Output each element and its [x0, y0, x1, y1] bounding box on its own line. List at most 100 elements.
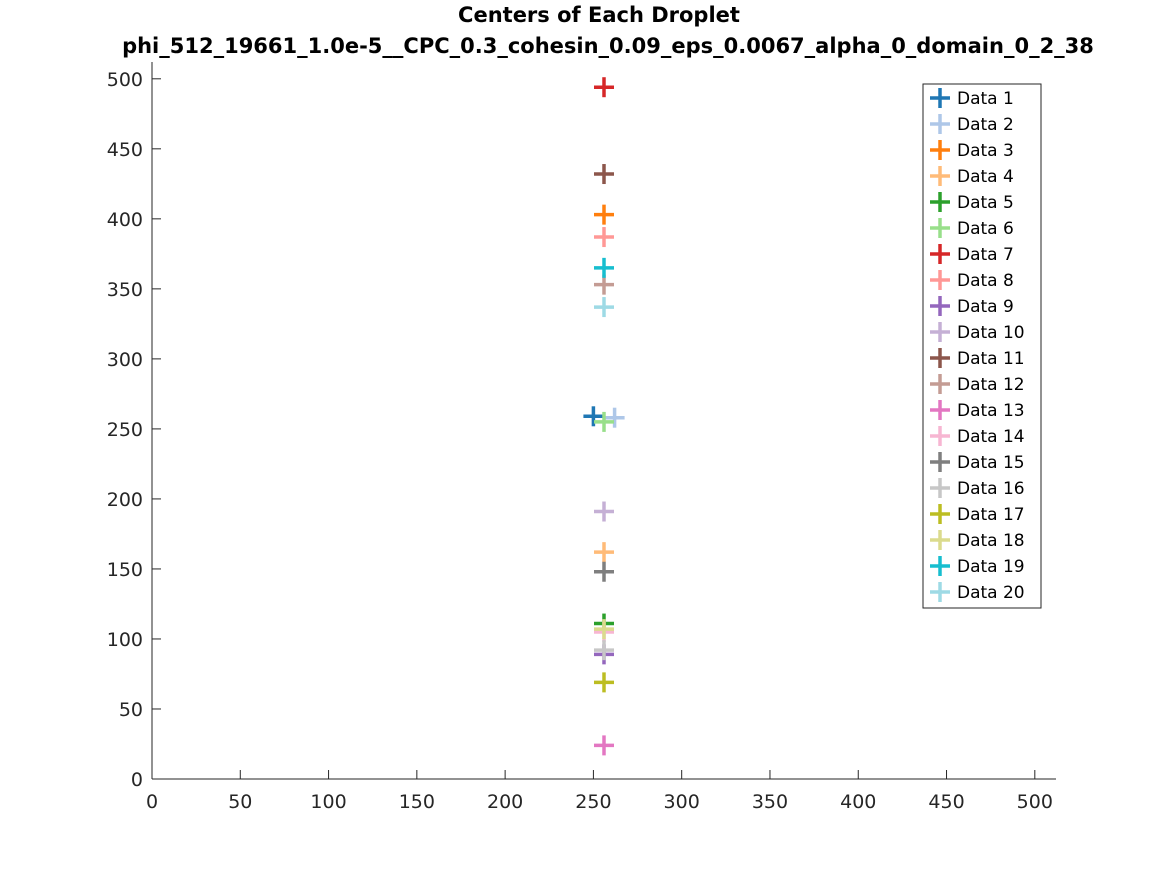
- data-point-1: [583, 406, 604, 427]
- data-point-7: [594, 77, 614, 98]
- data-point-11: [594, 164, 614, 185]
- x-tick-label: 400: [840, 791, 876, 813]
- legend-marker-1: [930, 88, 950, 108]
- legend-label-16: Data 16: [957, 479, 1025, 499]
- legend-entry-13[interactable]: Data 13: [930, 400, 1025, 421]
- legend-marker-10: [930, 322, 950, 342]
- legend-entry-1[interactable]: Data 1: [930, 88, 1014, 109]
- x-tick-label: 350: [752, 791, 788, 813]
- x-tick-label: 250: [575, 791, 611, 813]
- legend-entry-10[interactable]: Data 10: [930, 322, 1025, 343]
- legend-marker-12: [930, 374, 950, 394]
- legend-marker-4: [930, 166, 950, 186]
- legend-label-2: Data 2: [957, 115, 1014, 135]
- legend-entry-19[interactable]: Data 19: [930, 556, 1025, 577]
- legend-entry-3[interactable]: Data 3: [930, 140, 1014, 161]
- legend-label-12: Data 12: [957, 375, 1025, 395]
- data-point-19: [594, 257, 614, 278]
- data-point-4: [594, 542, 614, 563]
- y-tick-label: 350: [107, 279, 143, 301]
- legend-label-14: Data 14: [957, 427, 1025, 447]
- legend-label-8: Data 8: [957, 271, 1014, 291]
- legend-marker-18: [930, 530, 950, 550]
- legend-entry-2[interactable]: Data 2: [930, 114, 1014, 135]
- legend-marker-8: [930, 270, 950, 290]
- legend-label-4: Data 4: [957, 167, 1014, 187]
- legend-label-11: Data 11: [957, 349, 1025, 369]
- legend-label-18: Data 18: [957, 531, 1025, 551]
- legend-marker-3: [930, 140, 950, 160]
- legend-entry-4[interactable]: Data 4: [930, 166, 1014, 187]
- legend-entry-17[interactable]: Data 17: [930, 504, 1025, 525]
- x-tick-label: 0: [146, 791, 158, 813]
- y-tick-label: 150: [107, 559, 143, 581]
- data-point-10: [594, 501, 614, 522]
- x-tick-label: 200: [487, 791, 523, 813]
- legend-entry-16[interactable]: Data 16: [930, 478, 1025, 499]
- legend-label-10: Data 10: [957, 323, 1025, 343]
- legend-label-15: Data 15: [957, 453, 1025, 473]
- legend-label-9: Data 9: [957, 297, 1014, 317]
- y-tick-label: 450: [107, 139, 143, 161]
- legend-entry-6[interactable]: Data 6: [930, 218, 1014, 239]
- legend-marker-5: [930, 192, 950, 212]
- legend-label-1: Data 1: [957, 89, 1014, 109]
- legend-entry-8[interactable]: Data 8: [930, 270, 1014, 291]
- legend-marker-16: [930, 478, 950, 498]
- legend-entry-9[interactable]: Data 9: [930, 296, 1014, 317]
- legend-marker-15: [930, 452, 950, 472]
- legend-entry-12[interactable]: Data 12: [930, 374, 1025, 395]
- data-point-6: [594, 411, 614, 432]
- data-point-18: [594, 619, 614, 640]
- data-point-20: [594, 297, 614, 318]
- legend-label-19: Data 19: [957, 557, 1025, 577]
- y-tick-label: 400: [107, 209, 143, 231]
- legend-box: [922, 83, 1042, 609]
- y-tick-label: 300: [107, 349, 143, 371]
- legend-marker-6: [930, 218, 950, 238]
- legend[interactable]: Data 1 Data 2 Data 3 Data 4 Data 5 Data 6 Data…: [922, 83, 1042, 609]
- plot-markers: [583, 77, 625, 756]
- data-point-8: [594, 227, 614, 248]
- y-tick-label: 0: [131, 769, 143, 791]
- legend-marker-2: [930, 114, 950, 134]
- x-tick-label: 50: [228, 791, 252, 813]
- legend-entry-7[interactable]: Data 7: [930, 244, 1014, 265]
- legend-label-6: Data 6: [957, 219, 1014, 239]
- axes: 0 50 100 150 200 250 300 350 400 450 500 0 50 100 150 2…: [107, 62, 1056, 813]
- legend-label-3: Data 3: [957, 141, 1014, 161]
- legend-label-5: Data 5: [957, 193, 1014, 213]
- legend-entry-20[interactable]: Data 20: [930, 582, 1025, 603]
- legend-entry-18[interactable]: Data 18: [930, 530, 1025, 551]
- legend-marker-14: [930, 426, 950, 446]
- data-point-17: [594, 672, 614, 693]
- legend-entry-5[interactable]: Data 5: [930, 192, 1014, 213]
- chart-subtitle: phi_512_19661_1.0e-5__CPC_0.3_cohesin_0.…: [122, 34, 1094, 58]
- data-point-13: [594, 735, 614, 756]
- legend-entry-11[interactable]: Data 11: [930, 348, 1025, 369]
- x-tick-label: 300: [664, 791, 700, 813]
- y-tick-label: 500: [107, 69, 143, 91]
- x-tick-label: 150: [399, 791, 435, 813]
- data-point-12: [594, 274, 614, 295]
- y-tick-label: 200: [107, 489, 143, 511]
- x-tick-label: 500: [1017, 791, 1053, 813]
- legend-marker-13: [930, 400, 950, 420]
- legend-marker-11: [930, 348, 950, 368]
- legend-marker-20: [930, 582, 950, 602]
- legend-marker-17: [930, 504, 950, 524]
- legend-entry-15[interactable]: Data 15: [930, 452, 1025, 473]
- y-tick-label: 50: [119, 699, 143, 721]
- legend-label-20: Data 20: [957, 583, 1025, 603]
- data-point-3: [594, 204, 614, 225]
- legend-entry-14[interactable]: Data 14: [930, 426, 1025, 447]
- data-point-2: [604, 407, 625, 428]
- legend-label-7: Data 7: [957, 245, 1014, 265]
- x-tick-label: 100: [310, 791, 346, 813]
- x-tick-label: 450: [928, 791, 964, 813]
- legend-marker-19: [930, 556, 950, 576]
- y-tick-label: 100: [107, 629, 143, 651]
- chart-title: Centers of Each Droplet: [458, 3, 740, 27]
- legend-marker-7: [930, 244, 950, 264]
